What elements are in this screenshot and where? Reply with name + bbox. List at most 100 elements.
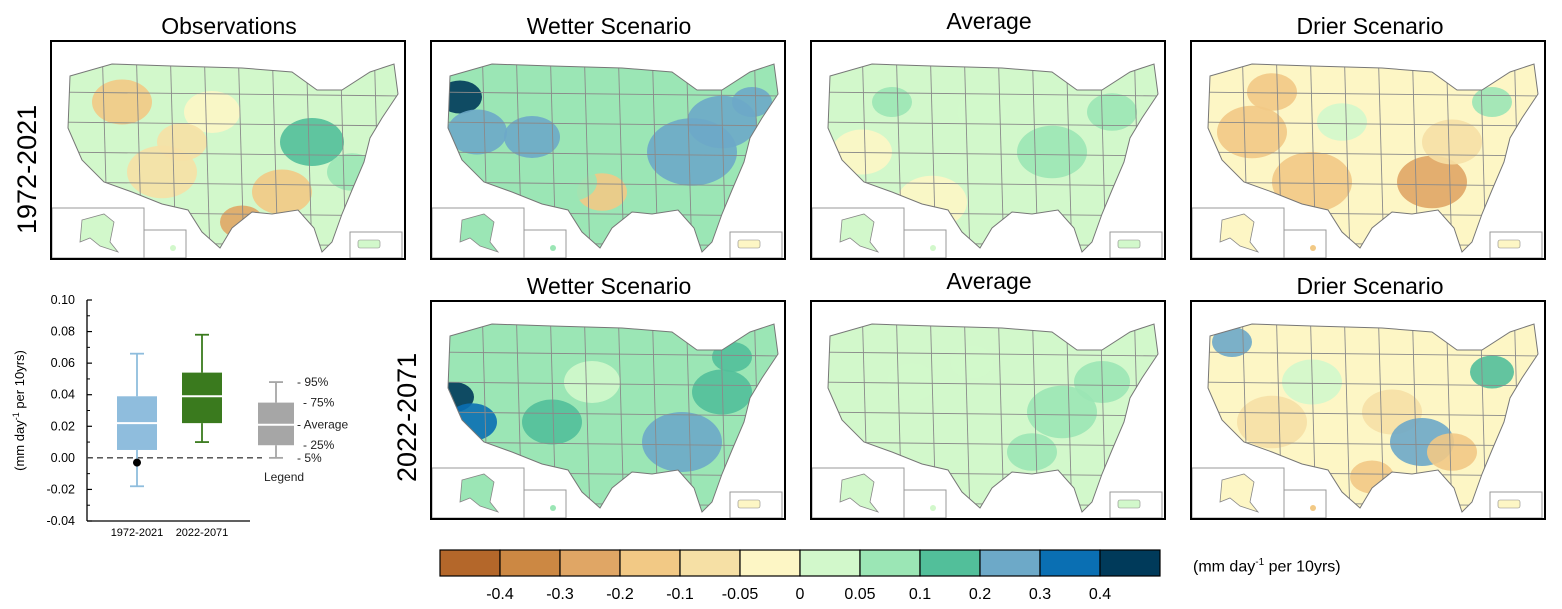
hawaii-shape bbox=[550, 505, 556, 511]
puerto-rico-shape bbox=[1117, 499, 1141, 509]
colorbar-bin-0 bbox=[439, 549, 501, 577]
colorbar-tick-label: 0.4 bbox=[1089, 586, 1111, 603]
map-trend-region bbox=[184, 91, 240, 133]
hawaii-shape bbox=[930, 245, 936, 251]
map-trend-region bbox=[1007, 433, 1057, 471]
alaska-shape bbox=[459, 473, 500, 513]
state-boundary bbox=[1208, 441, 1538, 447]
map-canvas bbox=[432, 63, 783, 258]
title-drier-past: Drier Scenario bbox=[1296, 13, 1444, 39]
colorbar-bin-2 bbox=[559, 549, 621, 577]
country-outline bbox=[67, 63, 399, 253]
colorbar-tick-label: 0.1 bbox=[909, 586, 931, 603]
map-trend-region bbox=[642, 412, 722, 472]
map-trend-region bbox=[832, 129, 892, 175]
map-trend-region bbox=[1422, 119, 1482, 165]
title-wetter-future: Wetter Scenario bbox=[526, 273, 692, 299]
title-wetter-past: Wetter Scenario bbox=[526, 13, 692, 39]
colorbar: -0.4 -0.3 -0.2 -0.1 -0.05 0 0.05 0.1 0.2 0.3 0.4 bbox=[439, 549, 1161, 603]
legend-label: - 75% bbox=[303, 396, 335, 410]
y-tick-label: 0.02 bbox=[51, 419, 75, 433]
state-boundary bbox=[448, 411, 778, 417]
puerto-rico-shape bbox=[357, 239, 381, 249]
state-boundary bbox=[1208, 121, 1538, 127]
state-boundary bbox=[963, 64, 971, 252]
legend-label: - 25% bbox=[303, 438, 335, 452]
state-boundary bbox=[448, 181, 778, 187]
hawaii-shape bbox=[930, 505, 936, 511]
title-average-future: Average bbox=[946, 268, 1032, 294]
state-boundary bbox=[1208, 381, 1538, 387]
y-tick-label: 0.00 bbox=[51, 451, 75, 465]
colorbar-tick-label: 0.2 bbox=[969, 586, 991, 603]
colorbar-tick-label: -0.3 bbox=[546, 586, 574, 603]
colorbar-bin-8 bbox=[919, 549, 981, 577]
period-label-2022-2071: 2022-2071 bbox=[392, 352, 422, 482]
map-wetter-past bbox=[430, 40, 786, 260]
state-boundary bbox=[828, 351, 1158, 357]
state-boundary bbox=[828, 411, 1158, 417]
hawaii-shape bbox=[550, 245, 556, 251]
map-trend-region bbox=[157, 123, 207, 161]
country-outline bbox=[447, 63, 779, 253]
colorbar-bin-7 bbox=[859, 549, 921, 577]
box-2022-2071-iqr-box bbox=[182, 372, 222, 424]
colorbar-bin-1 bbox=[499, 549, 561, 577]
box-plot: (mm day-1 per 10yrs) -0.04 -0.02 0.00 0.02 0.… bbox=[11, 293, 348, 539]
title-observations: Observations bbox=[161, 13, 297, 39]
alaska-shape bbox=[459, 213, 500, 253]
alaska-shape bbox=[839, 473, 880, 513]
colorbar-bin-5 bbox=[739, 549, 801, 577]
state-boundary bbox=[583, 64, 591, 252]
map-trend-region bbox=[1317, 103, 1367, 141]
map-trend-region bbox=[448, 109, 507, 155]
map-trend-region bbox=[1017, 125, 1087, 179]
map-trend-region bbox=[220, 205, 264, 239]
colorbar-bin-4 bbox=[679, 549, 741, 577]
country-outline bbox=[827, 323, 1159, 513]
map-trend-region bbox=[448, 80, 482, 114]
map-trend-region bbox=[712, 342, 752, 372]
alaska-shape bbox=[1219, 473, 1260, 513]
country-outline bbox=[827, 63, 1159, 253]
map-canvas bbox=[52, 63, 403, 258]
hawaii-inset bbox=[1283, 229, 1327, 258]
colorbar-tick-label: -0.05 bbox=[722, 586, 759, 603]
state-boundary bbox=[828, 441, 1158, 447]
map-drier-past bbox=[1190, 40, 1546, 260]
colorbar-tick-label: 0.3 bbox=[1029, 586, 1051, 603]
hawaii-inset bbox=[903, 489, 947, 518]
map-trend-region bbox=[957, 93, 1007, 131]
map-trend-region bbox=[692, 369, 752, 415]
map-wetter-future bbox=[430, 300, 786, 520]
state-boundary bbox=[1343, 324, 1351, 512]
legend-label: - 95% bbox=[297, 375, 329, 389]
map-trend-region bbox=[92, 79, 152, 125]
country-outline bbox=[447, 323, 779, 513]
state-boundary bbox=[448, 91, 778, 97]
map-observations bbox=[50, 40, 406, 260]
colorbar-tick-label: -0.4 bbox=[486, 586, 514, 603]
colorbar-bin-9 bbox=[979, 549, 1041, 577]
state-boundary bbox=[1208, 181, 1538, 187]
state-boundary bbox=[963, 324, 971, 512]
y-tick-label: 0.06 bbox=[51, 356, 75, 370]
map-canvas bbox=[812, 323, 1163, 518]
map-trend-region bbox=[1212, 327, 1252, 357]
map-canvas bbox=[1192, 323, 1543, 518]
state-boundary bbox=[68, 181, 398, 187]
state-boundary bbox=[1208, 351, 1538, 357]
title-drier-future: Drier Scenario bbox=[1296, 273, 1444, 299]
state-boundary bbox=[828, 181, 1158, 187]
map-trend-region bbox=[1427, 433, 1477, 471]
hawaii-shape bbox=[1310, 245, 1316, 251]
colorbar-bin-6 bbox=[799, 549, 861, 577]
state-boundary bbox=[828, 381, 1158, 387]
colorbar-bin-3 bbox=[619, 549, 681, 577]
map-trend-region bbox=[1247, 73, 1297, 111]
map-trend-region bbox=[522, 399, 582, 445]
y-tick-label: 0.08 bbox=[51, 325, 75, 339]
hawaii-inset bbox=[523, 489, 567, 518]
box-2022-2071 bbox=[182, 333, 222, 443]
hawaii-shape bbox=[1310, 505, 1316, 511]
